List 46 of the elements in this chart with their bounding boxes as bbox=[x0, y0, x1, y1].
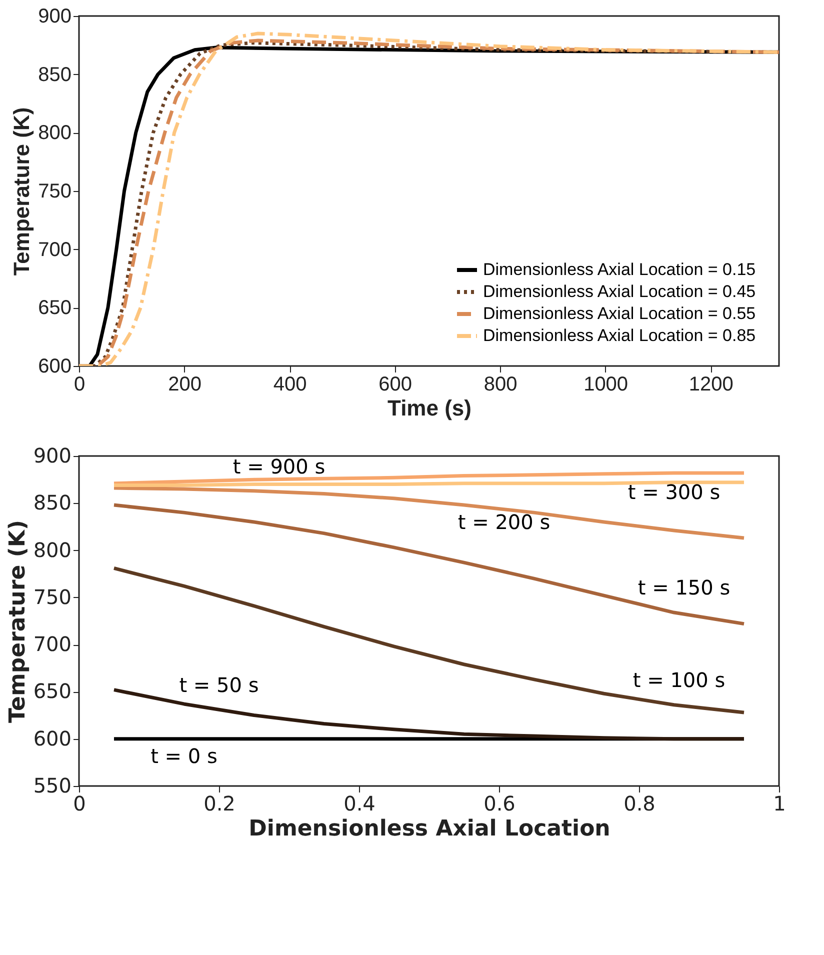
legend-label: Dimensionless Axial Location = 0.55 bbox=[483, 304, 756, 323]
series-label: t = 100 s bbox=[632, 668, 726, 692]
y-tick-label: 650 bbox=[38, 297, 72, 320]
legend-label: Dimensionless Axial Location = 0.85 bbox=[483, 326, 756, 345]
y-tick-label: 900 bbox=[38, 6, 72, 28]
line-series bbox=[112, 503, 746, 626]
series-label: t = 0 s bbox=[150, 744, 218, 768]
y-tick-label: 800 bbox=[38, 122, 72, 144]
y-tick-label: 650 bbox=[33, 679, 72, 704]
x-tick-label: 400 bbox=[273, 374, 307, 396]
y-tick-label: 700 bbox=[38, 238, 72, 261]
x-tick-label: 1000 bbox=[584, 374, 628, 396]
series-label: t = 900 s bbox=[232, 454, 326, 478]
y-tick-label: 900 bbox=[33, 444, 72, 468]
x-tick-label: 0.2 bbox=[204, 792, 236, 816]
x-tick-label: 0 bbox=[73, 792, 86, 816]
y-tick-label: 700 bbox=[33, 632, 72, 656]
series-label: t = 150 s bbox=[638, 576, 730, 600]
x-tick-label: 0.8 bbox=[624, 792, 656, 816]
x-tick-label: 0 bbox=[74, 374, 86, 396]
x-tick-label: 0.6 bbox=[484, 792, 516, 816]
line-series bbox=[112, 486, 746, 540]
x-tick-label: 1200 bbox=[688, 374, 734, 396]
series-label: t = 300 s bbox=[628, 480, 720, 504]
x-tick-label: 1 bbox=[773, 792, 786, 816]
y-axis-title: Temperature (K) bbox=[9, 107, 34, 276]
x-axis-title: Dimensionless Axial Location bbox=[248, 816, 610, 842]
y-tick-label: 800 bbox=[33, 538, 72, 562]
x-axis-title: Time (s) bbox=[388, 396, 472, 420]
x-tick-label: 800 bbox=[484, 374, 518, 396]
y-tick-label: 850 bbox=[33, 490, 72, 515]
legend-label: Dimensionless Axial Location = 0.15 bbox=[483, 260, 756, 279]
x-tick-label: 0.4 bbox=[344, 792, 376, 816]
y-tick-label: 850 bbox=[38, 64, 72, 86]
y-axis-title: Temperature (K) bbox=[5, 520, 30, 724]
y-tick-label: 600 bbox=[33, 726, 72, 750]
y-tick-label: 750 bbox=[33, 584, 72, 609]
y-tick-label: 550 bbox=[33, 774, 72, 798]
series-label: t = 50 s bbox=[179, 672, 259, 697]
line-series bbox=[112, 566, 746, 714]
series-label: t = 200 s bbox=[458, 510, 550, 534]
legend-label: Dimensionless Axial Location = 0.45 bbox=[483, 282, 756, 301]
x-tick-label: 200 bbox=[168, 374, 202, 396]
x-tick-label: 600 bbox=[378, 374, 412, 396]
y-tick-label: 750 bbox=[38, 180, 72, 202]
y-tick-label: 600 bbox=[38, 356, 72, 378]
